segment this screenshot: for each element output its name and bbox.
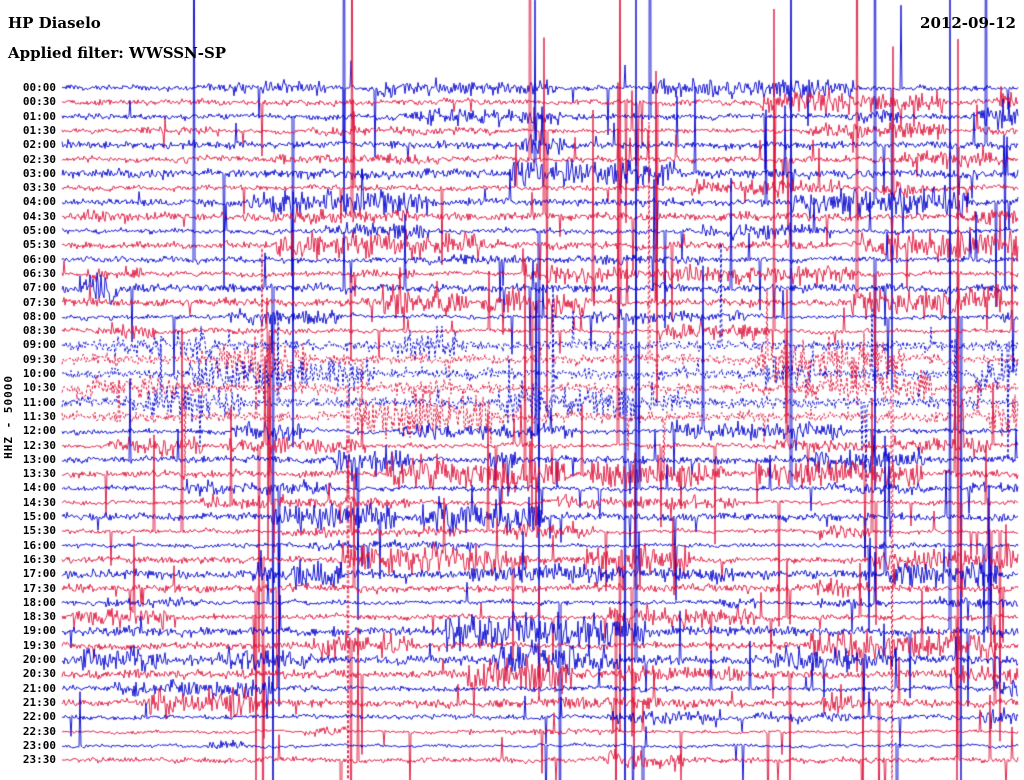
time-label: 12:30 [22,438,56,452]
time-label: 17:30 [22,581,56,595]
time-label: 23:00 [22,738,56,752]
time-label: 07:30 [22,295,56,309]
time-label: 07:00 [22,281,56,295]
time-label: 00:30 [22,95,56,109]
time-label: 06:30 [22,266,56,280]
station-title: HP Diaselo [8,14,101,32]
time-label: 12:00 [22,424,56,438]
time-label: 08:30 [22,324,56,338]
time-label: 11:30 [22,409,56,423]
time-label: 16:00 [22,538,56,552]
time-label: 15:30 [22,524,56,538]
time-label: 21:30 [22,695,56,709]
time-label: 16:30 [22,552,56,566]
time-label: 05:30 [22,238,56,252]
time-label: 01:00 [22,109,56,123]
time-label: 14:30 [22,495,56,509]
time-label: 03:00 [22,166,56,180]
time-label: 20:30 [22,667,56,681]
time-label: 09:00 [22,338,56,352]
time-label: 19:00 [22,624,56,638]
time-label: 05:00 [22,224,56,237]
time-label: 06:00 [22,252,56,266]
time-label: 22:00 [22,710,56,724]
time-label: 21:00 [22,681,56,695]
time-label: 02:30 [22,152,56,166]
time-label: 01:30 [22,123,56,137]
time-label: 15:00 [22,510,56,523]
time-label: 10:30 [22,381,56,395]
time-label: 18:00 [22,595,56,609]
time-label: 22:30 [22,724,56,738]
time-label: 17:00 [22,567,56,581]
time-label: 14:00 [22,481,56,495]
time-label: 00:00 [22,81,56,94]
time-label: 19:30 [22,638,56,652]
time-label: 09:30 [22,352,56,366]
time-label: 04:00 [22,195,56,209]
time-label: 04:30 [22,209,56,223]
time-label: 23:30 [22,753,56,767]
time-label: 11:00 [22,395,56,409]
time-label: 02:00 [22,138,56,152]
time-label: 20:00 [22,653,56,666]
time-label: 18:30 [22,610,56,624]
time-label: 08:00 [22,309,56,323]
time-label: 13:30 [22,467,56,481]
time-label: 03:30 [22,181,56,195]
date-label: 2012-09-12 [920,14,1016,32]
time-label: 10:00 [22,367,56,380]
time-label: 13:00 [22,452,56,466]
filter-label: Applied filter: WWSSN-SP [8,44,227,62]
